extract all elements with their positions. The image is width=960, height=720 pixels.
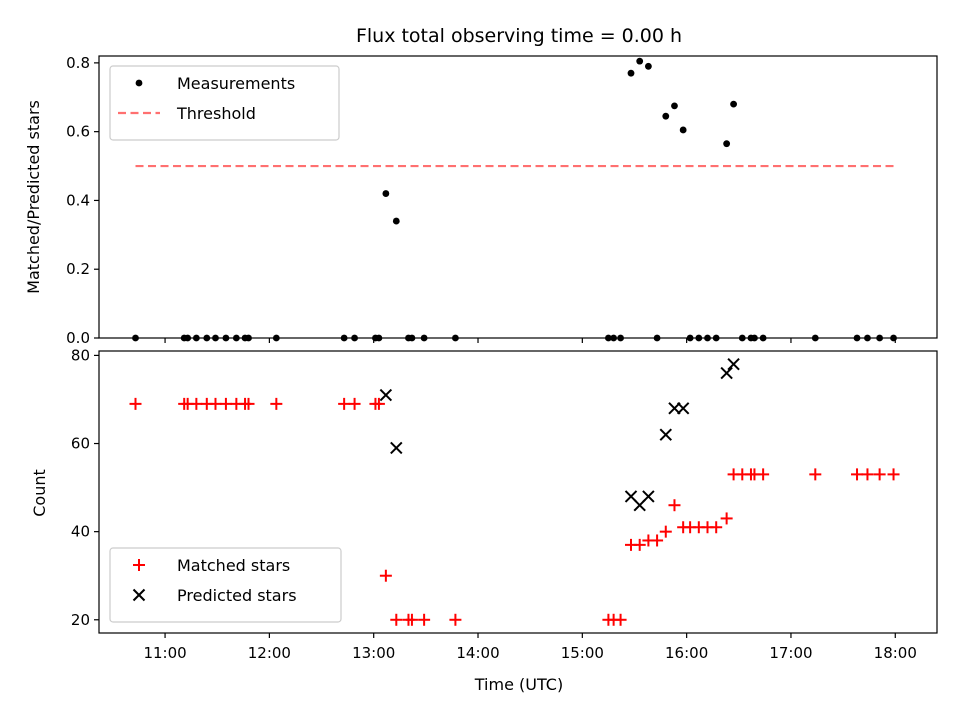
y-tick-label: 0.8 <box>66 54 90 72</box>
legend-box <box>109 65 340 141</box>
y-tick-label: 0.6 <box>66 123 90 141</box>
predicted-star-marker <box>390 441 403 455</box>
marker-stroke <box>390 441 403 455</box>
predicted-star-marker <box>720 366 733 380</box>
chart-title: Flux total observing time = 0.00 h <box>356 25 682 47</box>
matched-star-marker <box>390 613 403 626</box>
y-tick-label: 0.2 <box>66 260 90 278</box>
matched-star-marker <box>418 613 431 626</box>
measurement-point <box>627 69 635 77</box>
measurement-point <box>662 112 670 120</box>
matched-star-marker <box>449 613 462 626</box>
bottom-y-axis-label: Count <box>30 469 49 517</box>
y-tick-label: 80 <box>71 346 90 364</box>
matched-star-marker <box>809 468 822 481</box>
matched-star-marker <box>372 397 385 410</box>
matched-star-marker <box>338 397 351 410</box>
measurement-point <box>644 62 652 70</box>
legend-label: Measurements <box>177 74 295 93</box>
plot-frame <box>98 55 938 339</box>
matched-star-marker <box>757 468 770 481</box>
marker-stroke <box>676 402 690 415</box>
y-tick-label: 0.4 <box>66 191 90 209</box>
marker-stroke <box>727 358 740 371</box>
legend-0: Measurements Threshold <box>109 65 340 141</box>
predicted-star-marker <box>676 402 690 415</box>
matched-star-marker <box>710 521 723 534</box>
matched-star-marker <box>861 468 874 481</box>
marker-stroke <box>624 490 638 503</box>
plot-area-0 <box>132 57 897 342</box>
x-tick-label: 13:00 <box>352 644 395 662</box>
x-tick-label: 11:00 <box>143 644 186 662</box>
matched-star-marker <box>242 397 255 410</box>
matched-star-marker <box>873 468 886 481</box>
measurement-point <box>392 217 400 225</box>
x-tick-label: 15:00 <box>561 644 604 662</box>
top-y-axis-label: Matched/Predicted stars <box>24 100 43 294</box>
matched-star-marker <box>190 397 203 410</box>
predicted-star-marker <box>727 358 740 371</box>
x-tick-label: 17:00 <box>769 644 812 662</box>
x-axis-label: Time (UTC) <box>474 675 563 694</box>
matched-star-marker <box>379 569 392 582</box>
matched-star-marker <box>209 397 222 410</box>
y-tick-label: 40 <box>71 523 90 541</box>
measurement-point <box>382 190 390 197</box>
matched-star-marker <box>129 397 142 410</box>
legend-1: Matched stars Predicted stars <box>109 547 342 623</box>
marker-stroke <box>659 428 672 441</box>
y-tick-label: 0.0 <box>66 329 90 347</box>
legend-label: Matched stars <box>177 556 290 575</box>
bottom-panel: 20 40 60 80 11:00 12:00 13:00 14:00 15:00 16:00 17… <box>71 346 938 662</box>
matched-star-marker <box>659 525 672 538</box>
measurement-point <box>730 100 737 108</box>
matched-star-marker <box>219 397 232 410</box>
matched-star-marker <box>633 538 646 551</box>
y-tick-label: 20 <box>71 611 90 629</box>
predicted-star-marker <box>659 428 672 441</box>
matched-star-marker <box>614 613 627 626</box>
x-tick-label: 14:00 <box>456 644 499 662</box>
x-tick-label: 18:00 <box>874 644 917 662</box>
x-tick-label: 12:00 <box>248 644 291 662</box>
legend-measurement-swatch <box>135 79 143 87</box>
x-tick-label: 16:00 <box>665 644 708 662</box>
plot-area-1 <box>129 358 900 626</box>
legend-box <box>109 547 342 623</box>
matched-star-marker <box>651 534 664 547</box>
matched-star-marker <box>348 397 361 410</box>
marker-stroke <box>720 366 733 380</box>
matched-star-marker <box>668 499 681 512</box>
predicted-star-marker <box>379 388 393 402</box>
matched-star-marker <box>851 468 864 481</box>
measurement-point <box>671 102 678 110</box>
measurement-point <box>679 126 687 134</box>
predicted-star-marker <box>642 490 655 503</box>
marker-stroke <box>379 388 393 402</box>
legend-predicted-swatch <box>132 588 146 602</box>
matched-star-marker <box>720 512 733 525</box>
plot-frame <box>98 350 938 634</box>
legend-label: Predicted stars <box>177 586 297 605</box>
marker-stroke <box>642 490 655 503</box>
matched-star-marker <box>887 468 900 481</box>
measurement-point <box>636 57 644 65</box>
measurement-point <box>723 140 731 148</box>
top-panel: 0.0 0.2 0.4 0.6 0.8 Measurements Threshold <box>66 54 938 347</box>
legend-label: Threshold <box>176 104 256 123</box>
y-tick-label: 60 <box>71 435 90 453</box>
matched-star-marker <box>270 397 283 410</box>
matched-star-marker <box>405 613 418 626</box>
